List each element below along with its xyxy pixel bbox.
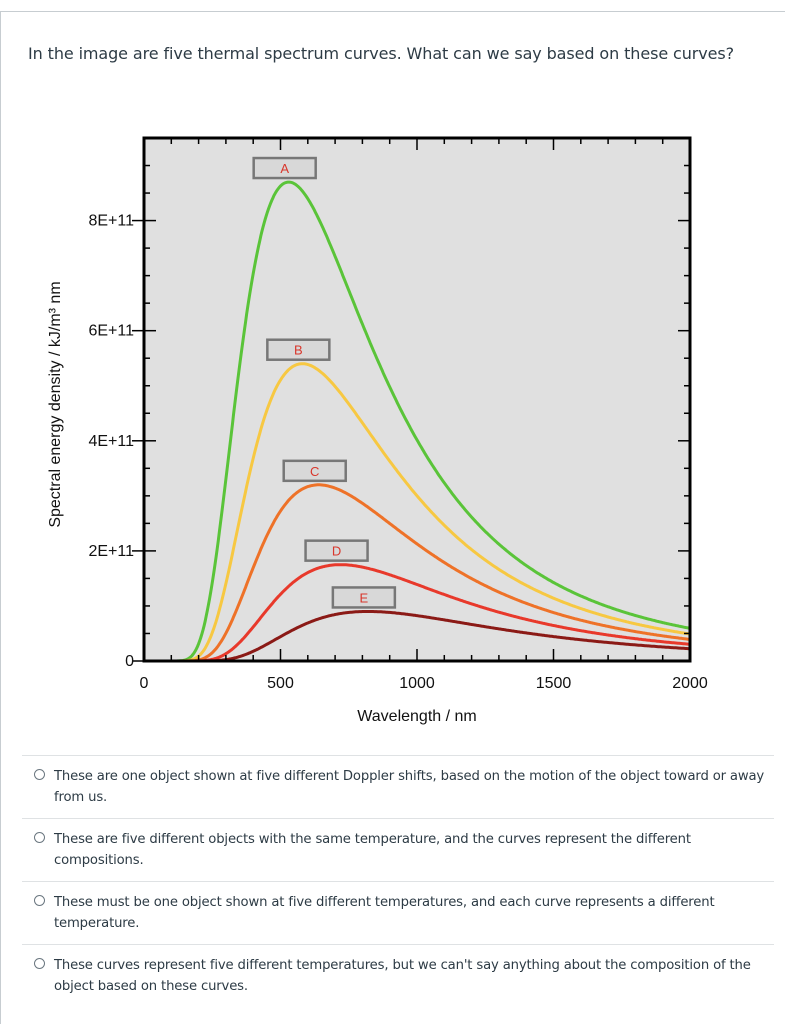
radio-button-1[interactable] [34, 769, 45, 780]
curve-label-A: A [280, 161, 289, 176]
y-tick-label: 4E+11 [88, 433, 134, 450]
plot-frame [142, 136, 692, 663]
curve-D [149, 563, 691, 663]
spectrum-chart: 0 2E+11 4E+11 6E+11 8E+11 0 500 1000 1500 2000 A B… [40, 128, 720, 743]
question-frame [0, 11, 785, 1024]
y-axis-label: Spectral energy density / kJ/m³ nm [47, 281, 64, 527]
curve-label-box-C [282, 459, 347, 483]
answer-text-3: These must be one object shown at five d… [54, 895, 715, 931]
y-tick-label: 0 [125, 653, 134, 670]
answer-list: These are one object shown at five diffe… [22, 755, 774, 1007]
radio-button-2[interactable] [34, 832, 45, 843]
x-axis-label: Wavelength / nm [357, 708, 476, 725]
question-text: In the image are five thermal spectrum c… [28, 44, 735, 63]
x-tick-label: 1500 [536, 675, 572, 692]
answer-option-1[interactable]: These are one object shown at five diffe… [22, 755, 774, 818]
curves-group [149, 180, 691, 663]
radio-button-4[interactable] [34, 958, 45, 969]
answer-text-2: These are five different objects with th… [54, 832, 691, 868]
answer-text-4: These curves represent five different te… [54, 958, 751, 994]
curve-label-E: E [360, 590, 369, 605]
curve-B [149, 362, 691, 663]
x-tick-label: 2000 [672, 675, 708, 692]
curve-E [149, 610, 690, 663]
curve-label-C: C [310, 464, 319, 479]
curve-A [149, 180, 691, 663]
x-tick-label: 500 [267, 675, 294, 692]
curve-label-box-E [331, 586, 397, 609]
chart-svg: 0 2E+11 4E+11 6E+11 8E+11 0 500 1000 1500 2000 A B… [47, 136, 708, 725]
x-tick-label: 0 [140, 675, 149, 692]
answer-text-1: These are one object shown at five diffe… [54, 769, 765, 805]
curve-label-D: D [332, 544, 341, 559]
x-tick-label: 1000 [399, 675, 435, 692]
curve-label-box-B [266, 338, 331, 361]
curve-label-box-A [252, 156, 317, 180]
answer-option-4[interactable]: These curves represent five different te… [22, 944, 774, 1007]
curve-label-box-D [304, 539, 369, 562]
curve-C [149, 483, 691, 663]
radio-button-3[interactable] [34, 895, 45, 906]
labels-group: A B C D E [252, 156, 397, 609]
y-tick-label: 2E+11 [88, 543, 134, 560]
y-tick-label: 8E+11 [88, 213, 134, 230]
curve-label-B: B [294, 343, 303, 358]
y-tick-label: 6E+11 [88, 323, 134, 340]
answer-option-2[interactable]: These are five different objects with th… [22, 818, 774, 881]
answer-option-3[interactable]: These must be one object shown at five d… [22, 881, 774, 944]
